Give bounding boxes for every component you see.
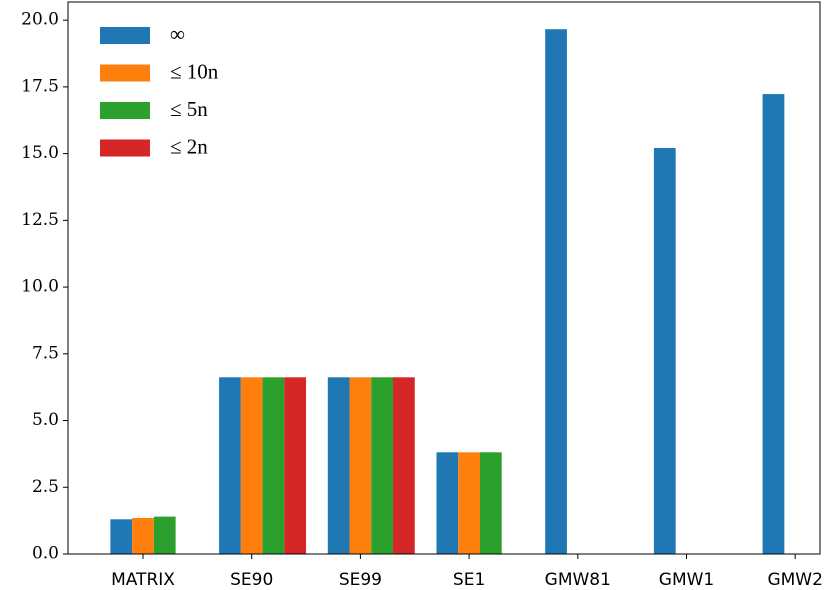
bar <box>436 452 459 554</box>
bar <box>132 517 154 554</box>
y-tick-label: 12.5 <box>21 210 59 230</box>
bar <box>653 148 676 554</box>
y-tick-label: 15.0 <box>21 143 59 163</box>
x-tick-label: SE99 <box>339 570 382 590</box>
x-tick-label: SE90 <box>230 570 273 590</box>
x-tick-label: MATRIX <box>111 570 175 590</box>
bar <box>262 377 285 554</box>
bar <box>393 377 415 554</box>
bar <box>240 377 263 554</box>
x-tick-label: GMW2 <box>767 570 822 590</box>
x-tick-label: SE1 <box>453 570 485 590</box>
y-tick-label: 5.0 <box>32 410 59 430</box>
bar <box>219 377 241 554</box>
legend-swatch <box>100 27 150 44</box>
bar <box>153 516 176 554</box>
y-tick-label: 17.5 <box>21 76 59 96</box>
bar <box>458 452 480 554</box>
bar <box>349 377 372 554</box>
y-tick-label: 7.5 <box>32 343 59 363</box>
bar <box>479 452 502 554</box>
legend-label: ≤ 10n <box>170 59 219 83</box>
legend-label: ≤ 2n <box>170 134 208 158</box>
x-tick-label: GMW81 <box>545 570 611 590</box>
bar <box>762 94 785 554</box>
bar <box>371 377 394 554</box>
legend-label: ∞ <box>170 22 185 46</box>
bar <box>327 377 350 554</box>
x-tick-label: GMW1 <box>659 570 714 590</box>
bar <box>284 377 307 554</box>
legend-swatch <box>100 64 150 82</box>
legend-swatch <box>100 102 150 119</box>
legend-swatch <box>100 139 150 157</box>
plot-frame <box>67 1 821 555</box>
y-tick-label: 10.0 <box>21 277 59 297</box>
bar <box>545 29 567 554</box>
legend-label: ≤ 5n <box>170 97 208 121</box>
bar <box>110 519 133 554</box>
y-tick-label: 0.0 <box>32 544 59 564</box>
y-tick-label: 20.0 <box>21 10 59 30</box>
y-tick-label: 2.5 <box>32 477 59 497</box>
